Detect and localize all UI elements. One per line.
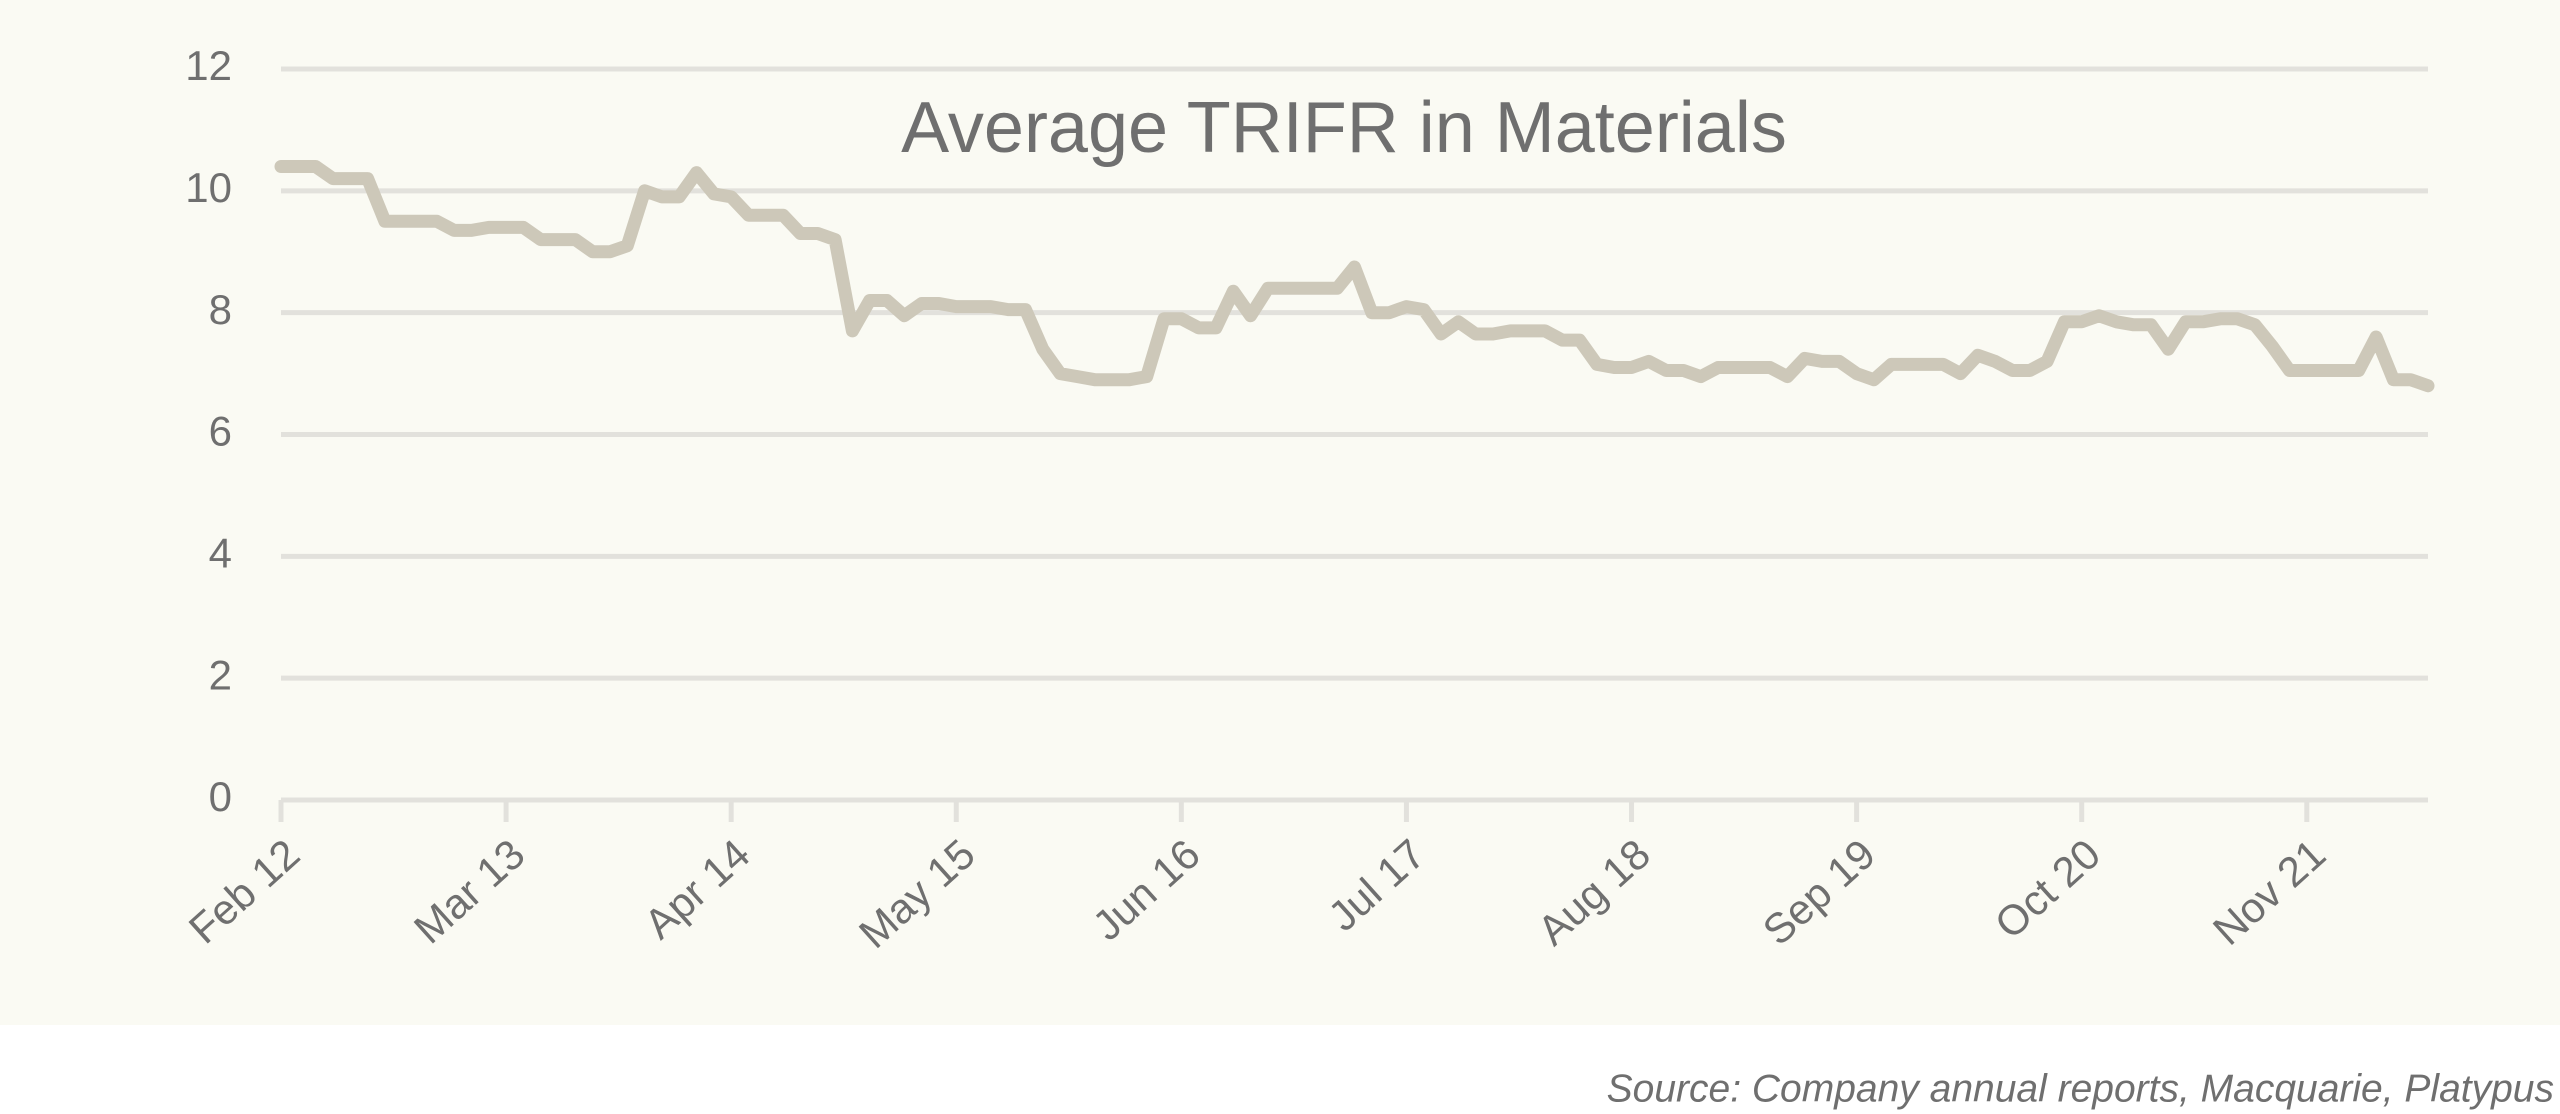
y-tick-label: 8	[209, 286, 232, 333]
y-tick-label: 12	[185, 42, 232, 89]
y-tick-label: 0	[209, 773, 232, 820]
chart-background	[0, 0, 2560, 1025]
chart-title: Average TRIFR in Materials	[901, 88, 1787, 168]
source-note: Source: Company annual reports, Macquari…	[1607, 1067, 2554, 1110]
y-tick-label: 10	[185, 164, 232, 211]
y-tick-label: 2	[209, 651, 232, 698]
y-tick-label: 4	[209, 529, 232, 576]
data-line	[274, 160, 2435, 393]
y-tick-label: 6	[209, 408, 232, 455]
